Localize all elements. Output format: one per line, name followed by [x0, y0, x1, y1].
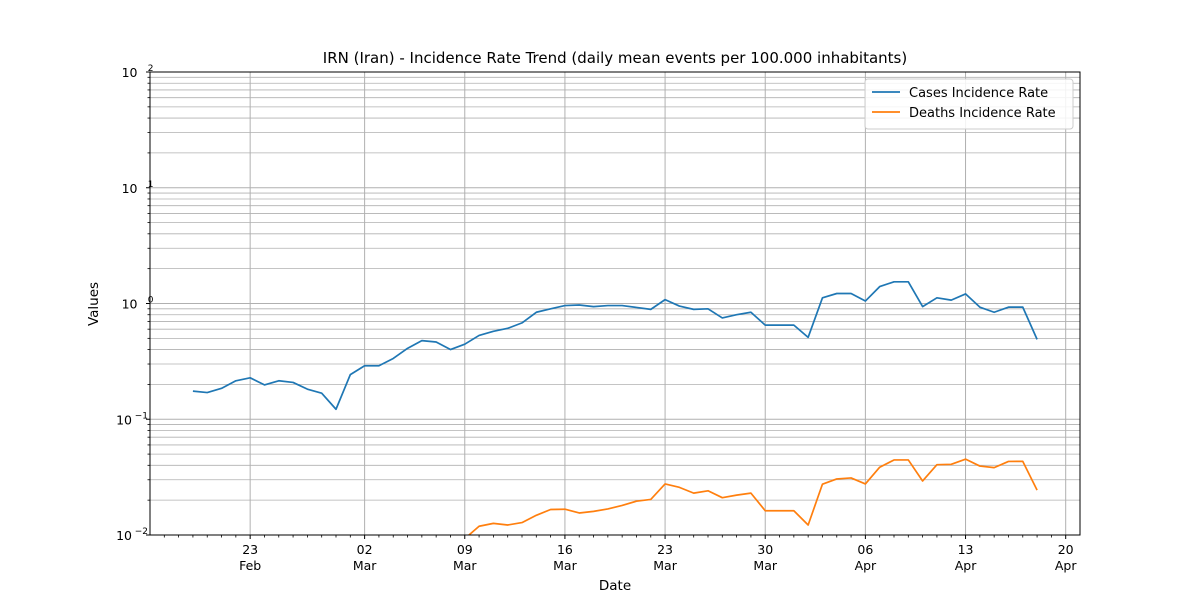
y-tick-label: 10 −2 [116, 527, 148, 543]
x-tick-month-label: Apr [955, 558, 977, 573]
x-tick-label: 23 [657, 542, 673, 557]
x-tick-label: 06 [857, 542, 873, 557]
x-axis-title: Date [599, 578, 631, 594]
series-lines [192, 280, 1038, 535]
y-tick-exponent: −2 [135, 527, 148, 537]
series-line [467, 458, 1038, 535]
x-tick-label: 09 [457, 542, 473, 557]
legend-label: Deaths Incidence Rate [909, 106, 1056, 121]
x-tick-month-label: Apr [855, 558, 877, 573]
grid-lines [150, 72, 1080, 536]
x-tick-label: 16 [557, 542, 573, 557]
y-tick-label: 10 −1 [116, 411, 148, 427]
x-tick-month-label: Mar [653, 558, 677, 573]
x-tick-label: 30 [757, 542, 773, 557]
legend-label: Cases Incidence Rate [909, 86, 1048, 101]
y-tick-exponent: −1 [135, 411, 148, 421]
x-tick-label: 23 [242, 542, 258, 557]
x-axis-ticks: 23Feb02Mar09Mar16Mar23Mar30Mar06Apr13Apr… [163, 535, 1077, 573]
x-tick-month-label: Mar [353, 558, 377, 573]
legend: Cases Incidence Rate Deaths Incidence Rat… [864, 78, 1074, 130]
x-tick-label: 13 [958, 542, 974, 557]
y-tick-exponent: 2 [148, 64, 154, 74]
legend-box [864, 78, 1074, 130]
y-tick-exponent: 1 [148, 180, 154, 190]
x-tick-month-label: Mar [753, 558, 777, 573]
x-tick-month-label: Mar [453, 558, 477, 573]
chart-title: IRN (Iran) - Incidence Rate Trend (daily… [323, 49, 907, 67]
series-line [192, 280, 1038, 411]
y-tick-exponent: 0 [148, 296, 154, 306]
x-tick-label: 02 [357, 542, 373, 557]
x-tick-month-label: Apr [1055, 558, 1077, 573]
x-tick-month-label: Feb [239, 558, 261, 573]
y-axis-title: Values [86, 282, 102, 326]
x-tick-label: 20 [1058, 542, 1074, 557]
x-tick-month-label: Mar [553, 558, 577, 573]
